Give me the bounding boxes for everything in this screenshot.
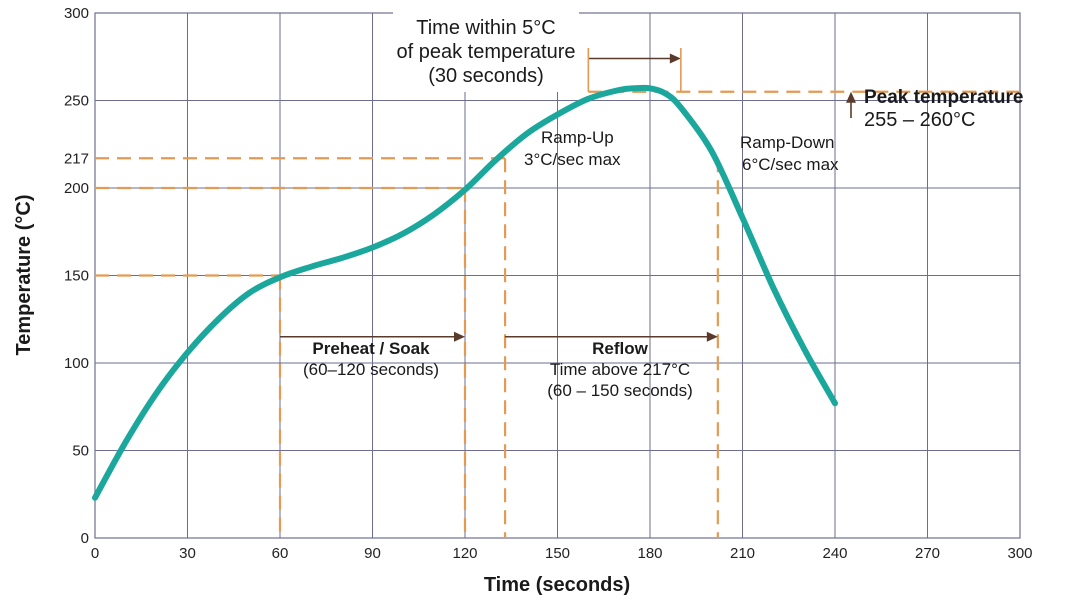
ramp-down-line-1: Ramp-Down	[740, 133, 834, 152]
within-peak-line-3: (30 seconds)	[428, 65, 544, 87]
reflow-detail-1: Time above 217°C	[550, 360, 690, 379]
series-layer	[92, 84, 838, 501]
x-tick-label: 30	[179, 545, 196, 562]
ramp-up-line-2: 3°C/sec max	[524, 150, 621, 169]
x-tick-label: 240	[822, 545, 847, 562]
x-tick-label: 270	[915, 545, 940, 562]
y-tick-label: 200	[64, 180, 89, 197]
annotation-arrows	[280, 48, 856, 342]
x-tick-label: 60	[272, 545, 289, 562]
tick-labels: 0 30 60 90 120 150 180 210 240 270 300 0 50 100 150 200…	[64, 5, 1033, 562]
within-peak-arrow-head	[669, 53, 681, 64]
y-tick-label: 50	[72, 443, 89, 460]
y-tick-label: 250	[64, 93, 89, 110]
preheat-annotation: Preheat / Soak (60–120 seconds)	[303, 339, 439, 379]
x-tick-label: 90	[364, 545, 381, 562]
x-tick-label: 300	[1007, 545, 1032, 562]
reflow-annotation: Reflow Time above 217°C (60 – 150 second…	[547, 339, 693, 400]
temperature-profile-line	[92, 84, 838, 501]
preheat-detail: (60–120 seconds)	[303, 360, 439, 379]
peak-title: Peak temperature	[864, 87, 1023, 108]
reference-lines	[95, 90, 1020, 538]
within-peak-label-bg	[393, 10, 579, 92]
reflow-detail-2: (60 – 150 seconds)	[547, 381, 693, 400]
x-tick-label: 180	[637, 545, 662, 562]
within-peak-line-2: of peak temperature	[397, 41, 576, 63]
preheat-title: Preheat / Soak	[312, 339, 430, 358]
y-tick-label: 100	[64, 355, 89, 372]
peak-detail: 255 – 260°C	[864, 109, 975, 131]
ramp-up-annotation: Ramp-Up 3°C/sec max	[524, 128, 621, 169]
x-axis-title: Time (seconds)	[484, 574, 630, 596]
y-tick-label: 300	[64, 5, 89, 22]
x-tick-label: 150	[545, 545, 570, 562]
y-tick-label: 217	[64, 150, 89, 167]
x-tick-label: 0	[91, 545, 99, 562]
within-peak-annotation: Time within 5°C of peak temperature (30 …	[393, 10, 579, 92]
peak-arrow-head	[846, 91, 856, 103]
y-tick-label: 0	[81, 530, 89, 547]
y-tick-label: 150	[64, 268, 89, 285]
preheat-arrow-head	[454, 331, 465, 342]
ramp-up-line-1: Ramp-Up	[541, 128, 614, 147]
y-axis-title: Temperature (°C)	[13, 195, 35, 356]
peak-annotation: Peak temperature 255 – 260°C	[864, 87, 1023, 131]
within-peak-line-1: Time within 5°C	[416, 17, 556, 39]
x-tick-label: 120	[452, 545, 477, 562]
ramp-down-annotation: Ramp-Down 6°C/sec max	[740, 133, 839, 174]
reflow-arrow-head	[706, 331, 718, 342]
ramp-down-line-2: 6°C/sec max	[742, 155, 839, 174]
x-tick-label: 210	[730, 545, 755, 562]
reflow-title: Reflow	[592, 339, 649, 358]
